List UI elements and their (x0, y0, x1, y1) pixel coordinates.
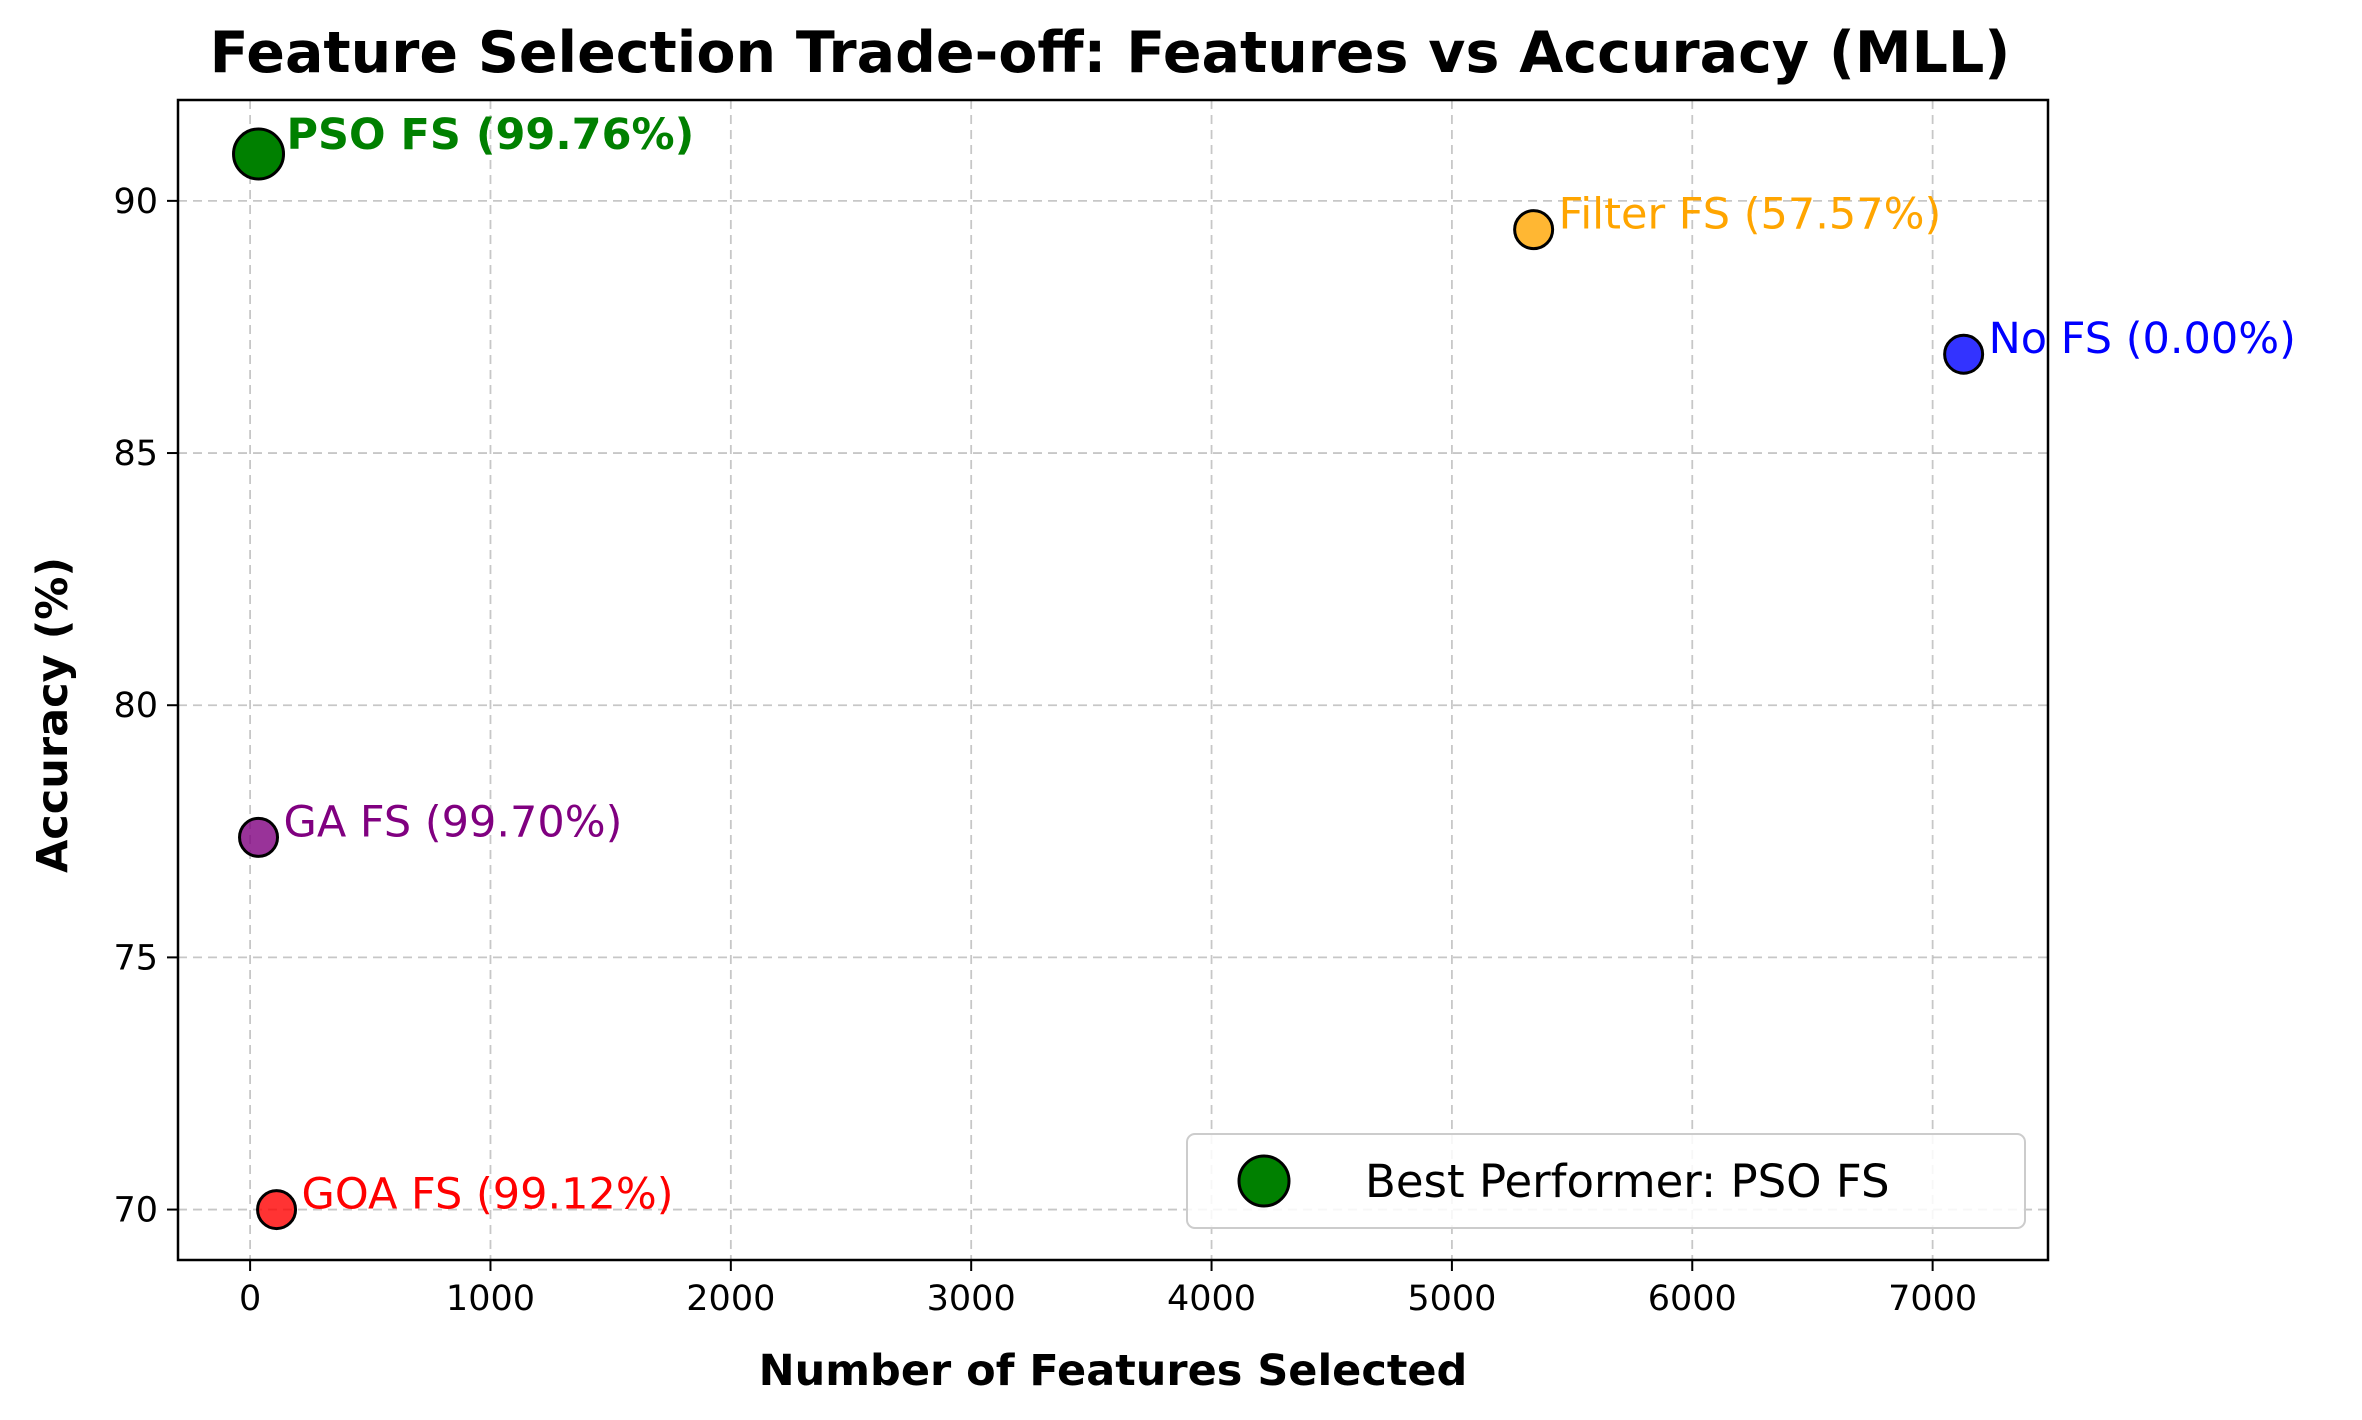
x-tick-label: 0 (239, 1279, 261, 1319)
point-label: PSO FS (99.76%) (287, 110, 695, 160)
y-axis-label: Accuracy (%) (28, 557, 78, 873)
plot-frame (176, 98, 2050, 1262)
point-label: No FS (0.00%) (1989, 314, 2296, 364)
grid-lines (178, 100, 2048, 1260)
x-tick-label: 2000 (686, 1279, 775, 1319)
x-tick-label: 6000 (1648, 1279, 1737, 1319)
x-tick-label: 7000 (1888, 1279, 1977, 1319)
y-tick-label: 85 (113, 434, 158, 474)
axis-ticks: 0 1000 2000 3000 4000 5000 6000 7000 70 75 80 85 90 (113, 182, 1977, 1319)
data-points (232, 127, 1985, 1231)
legend-box (1186, 1133, 2026, 1229)
x-tick-label: 3000 (927, 1279, 1016, 1319)
x-axis-label: Number of Features Selected (759, 1346, 1468, 1396)
chart-title: Feature Selection Trade-off: Features vs… (210, 20, 2011, 86)
data-point (1513, 209, 1555, 251)
legend-label: Best Performer: PSO FS (1365, 1155, 1890, 1208)
y-tick-label: 90 (113, 182, 158, 222)
data-point (238, 816, 280, 858)
y-tick-label: 75 (113, 938, 158, 978)
data-point (256, 1189, 298, 1231)
legend: Best Performer: PSO FS (1186, 1133, 2026, 1229)
point-label: GOA FS (99.12%) (302, 1170, 674, 1220)
data-point (1943, 333, 1985, 375)
point-labels: PSO FS (99.76%) Filter FS (57.57%) No FS (… (284, 110, 2296, 1220)
legend-marker (1237, 1154, 1291, 1208)
x-tick-label: 5000 (1407, 1279, 1496, 1319)
x-tick-label: 4000 (1167, 1279, 1256, 1319)
y-tick-label: 80 (113, 686, 158, 726)
point-label: GA FS (99.70%) (284, 797, 623, 847)
x-tick-label: 1000 (446, 1279, 535, 1319)
point-label: Filter FS (57.57%) (1559, 190, 1942, 240)
y-tick-label: 70 (113, 1191, 158, 1231)
data-point (232, 127, 286, 181)
